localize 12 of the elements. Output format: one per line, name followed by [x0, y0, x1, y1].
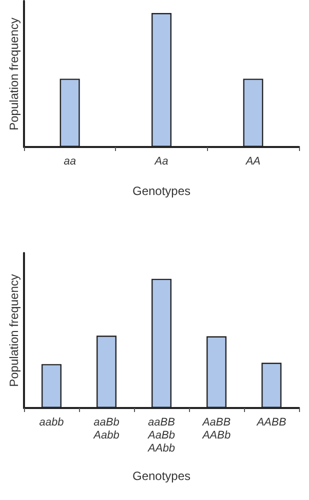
y-axis-title: Population frequency — [7, 18, 21, 130]
x-tick-label: AA — [244, 156, 261, 168]
y-axis-title: Population frequency — [7, 274, 21, 387]
x-tick-label: AaBB AABb — [201, 416, 231, 442]
x-tick-label: aa — [64, 156, 76, 168]
x-axis-title: Genotypes — [132, 184, 191, 198]
x-tick-label: Aa — [154, 156, 168, 168]
x-tick-label: aabb — [39, 416, 64, 428]
x-tick-label: aaBB AaBb AAbb — [147, 416, 175, 454]
x-tick-label: AABB — [256, 416, 286, 428]
x-axis-title: Genotypes — [132, 469, 191, 483]
x-tick-label: aaBb Aabb — [92, 416, 120, 442]
